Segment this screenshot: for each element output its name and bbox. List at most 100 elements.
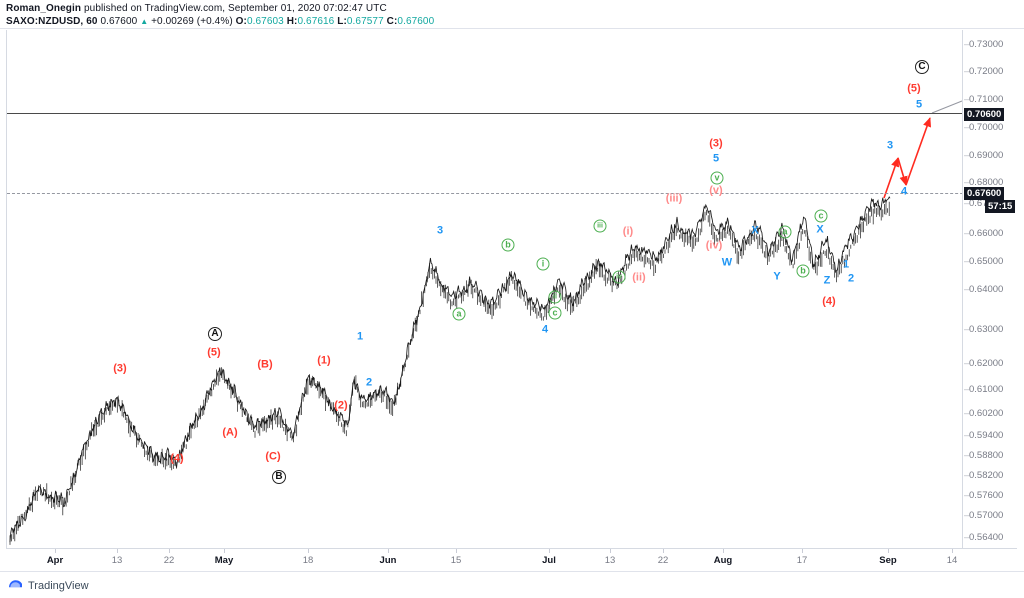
- price-axis-tick: –0.61000: [964, 384, 1004, 395]
- wave-label-circled[interactable]: a: [452, 307, 466, 321]
- wave-label[interactable]: 3: [886, 139, 894, 152]
- tradingview-brand[interactable]: TradingView: [8, 578, 89, 593]
- wave-label[interactable]: (5): [907, 82, 921, 95]
- time-axis-tick-mark: [308, 549, 309, 553]
- resistance-level-line[interactable]: [7, 113, 1023, 115]
- wave-label[interactable]: 3: [436, 224, 444, 237]
- wave-label-circled[interactable]: b: [796, 264, 810, 278]
- bar-countdown-label: 57:15: [985, 200, 1016, 213]
- time-axis-tick-mark: [549, 549, 550, 553]
- last-price: 0.67600: [100, 16, 138, 27]
- open-label: O:: [235, 16, 247, 27]
- wave-label-circled[interactable]: c: [548, 306, 562, 320]
- time-axis-tick-mark: [55, 549, 56, 553]
- wave-label-circled[interactable]: A: [208, 327, 222, 341]
- time-axis[interactable]: [0, 549, 1024, 571]
- time-axis-tick-mark: [888, 549, 889, 553]
- wave-label[interactable]: 1: [842, 258, 850, 271]
- wave-label-circled[interactable]: a: [778, 225, 792, 239]
- published-text: published on TradingView.com, September …: [84, 3, 387, 14]
- current-price-line[interactable]: [7, 193, 1023, 194]
- time-axis-tick-label: Jun: [379, 555, 397, 566]
- wave-label[interactable]: (v): [709, 184, 723, 197]
- time-axis-tick-mark: [117, 549, 118, 553]
- interval-label[interactable]: 60: [86, 16, 98, 27]
- wave-label[interactable]: (3): [113, 362, 127, 375]
- wave-label[interactable]: 4: [541, 323, 549, 336]
- wave-label-circled[interactable]: c: [814, 209, 828, 223]
- wave-label-circled[interactable]: b: [501, 238, 515, 252]
- price-axis-tick: –0.59400: [964, 430, 1004, 441]
- time-axis-tick-label: Apr: [46, 555, 64, 566]
- low-label: L:: [337, 16, 347, 27]
- price-axis-tick: –0.57600: [964, 490, 1004, 501]
- wave-label[interactable]: (A): [222, 426, 238, 439]
- time-axis-tick-label: 17: [796, 555, 808, 566]
- wave-label[interactable]: (iii): [665, 192, 683, 205]
- tradingview-logo-icon: [8, 578, 24, 593]
- wave-label[interactable]: (4): [170, 452, 184, 465]
- wave-label[interactable]: (B): [257, 358, 273, 371]
- wave-label[interactable]: Z: [823, 274, 831, 287]
- price-axis-tick: –0.71000: [964, 94, 1004, 105]
- wave-label[interactable]: 2: [847, 272, 855, 285]
- wave-label[interactable]: 4: [900, 185, 908, 198]
- price-axis-tick: –0.58800: [964, 450, 1004, 461]
- wave-label[interactable]: (ii): [632, 271, 646, 284]
- wave-label[interactable]: 5: [915, 98, 923, 111]
- plot-left-border: [6, 30, 7, 548]
- price-axis-tick: –0.63000: [964, 324, 1004, 335]
- close-label: C:: [386, 16, 398, 27]
- author-name[interactable]: Roman_Onegin: [6, 3, 82, 14]
- wave-label[interactable]: 5: [712, 152, 720, 165]
- wave-label-circled[interactable]: C: [915, 60, 929, 74]
- low-value: 0.67577: [346, 16, 384, 27]
- price-axis-tick: –0.58200: [964, 470, 1004, 481]
- chart-plot-area[interactable]: [6, 30, 961, 548]
- wave-label-circled[interactable]: ii: [548, 290, 562, 304]
- price-change: +0.00269 (+0.4%): [151, 16, 233, 27]
- tradingview-brand-label: TradingView: [28, 579, 89, 592]
- wave-label[interactable]: 2: [365, 376, 373, 389]
- wave-label[interactable]: 1: [356, 330, 364, 343]
- header-quote-line: SAXO:NZDUSD, 60 0.67600 ▲ +0.00269 (+0.4…: [6, 15, 1024, 28]
- wave-label[interactable]: (i): [622, 225, 634, 238]
- wave-label[interactable]: W: [721, 256, 733, 269]
- price-axis-highlight-label[interactable]: 0.67600: [964, 187, 1005, 200]
- high-label: H:: [286, 16, 298, 27]
- header-divider: [0, 28, 1024, 29]
- wave-label[interactable]: X: [751, 224, 759, 237]
- wave-label-circled[interactable]: i: [536, 257, 550, 271]
- price-axis-tick: –0.72000: [964, 66, 1004, 77]
- wave-label-circled[interactable]: iii: [593, 219, 607, 233]
- price-axis-border: [962, 30, 963, 548]
- price-axis-tick: –0.73000: [964, 39, 1004, 50]
- wave-label[interactable]: Y: [773, 270, 781, 283]
- wave-label[interactable]: (3): [709, 137, 723, 150]
- price-axis-tick: –0.68000: [964, 177, 1004, 188]
- price-axis-tick: –0.57000: [964, 510, 1004, 521]
- wave-label[interactable]: (1): [317, 354, 331, 367]
- wave-label[interactable]: (iv): [705, 239, 723, 252]
- time-axis-tick-mark: [456, 549, 457, 553]
- price-axis-tick: –0.56400: [964, 532, 1004, 543]
- time-axis-tick-label: 13: [111, 555, 123, 566]
- wave-label-circled[interactable]: v: [710, 171, 724, 185]
- wave-label[interactable]: X: [816, 223, 824, 236]
- open-value: 0.67603: [246, 16, 284, 27]
- wave-label[interactable]: (C): [265, 450, 281, 463]
- wave-label-circled[interactable]: iv: [612, 270, 626, 284]
- time-axis-tick-label: Aug: [713, 555, 733, 566]
- time-axis-tick-label: May: [214, 555, 234, 566]
- change-up-icon: ▲: [140, 17, 149, 26]
- time-axis-tick-mark: [723, 549, 724, 553]
- wave-label[interactable]: (2): [334, 399, 348, 412]
- wave-label-circled[interactable]: B: [272, 470, 286, 484]
- close-value: 0.67600: [397, 16, 435, 27]
- wave-label[interactable]: (4): [822, 295, 836, 308]
- price-axis-highlight-label[interactable]: 0.70600: [964, 108, 1005, 121]
- symbol-name[interactable]: SAXO:NZDUSD,: [6, 16, 84, 27]
- time-axis-tick-label: 22: [163, 555, 175, 566]
- high-value: 0.67616: [297, 16, 335, 27]
- wave-label[interactable]: (5): [207, 346, 221, 359]
